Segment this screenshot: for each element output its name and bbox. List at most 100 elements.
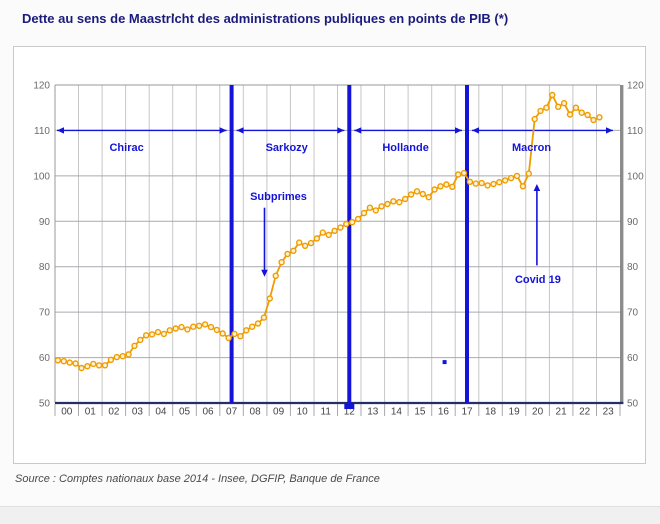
data-point-marker [284,250,291,258]
x-axis-label: 19 [509,407,521,418]
x-axis-label: 18 [485,407,497,418]
data-point-marker [307,239,315,247]
x-axis-label: 05 [179,407,191,418]
arrowhead [533,184,541,191]
data-point-marker [54,357,62,364]
data-point-marker [213,326,221,334]
data-point-marker [366,204,374,211]
data-point-marker [531,115,538,123]
data-point-marker [154,328,162,336]
data-point-marker [584,111,591,119]
data-point-marker [425,193,432,201]
arrowhead [261,269,268,277]
x-axis-label: 11 [321,407,332,418]
data-point-marker [549,91,556,99]
y-axis-label-right: 70 [627,308,639,319]
data-point-marker [490,180,497,188]
y-axis-label-right: 80 [627,262,639,273]
data-point-marker [419,190,426,198]
data-point-marker [131,342,138,349]
data-point-marker [337,224,344,231]
data-point-marker [478,179,485,187]
data-point-marker [60,358,67,365]
y-axis-label-right: 100 [627,171,644,182]
data-point-marker [507,174,515,182]
data-point-marker [431,186,438,193]
x-axis-label: 17 [461,407,473,418]
x-axis-label: 10 [297,407,309,418]
data-point-marker [402,195,409,203]
data-point-marker [207,323,215,331]
data-point-marker [231,330,238,338]
x-axis-label: 03 [132,407,144,418]
data-point-marker [354,215,362,223]
y-axis-label-right: 50 [627,399,639,410]
data-point-marker [84,363,91,370]
data-point-marker [543,104,550,111]
data-point-marker [190,323,197,330]
x-axis-label: 15 [414,407,426,418]
data-point-marker [390,198,397,205]
data-point-marker [472,180,479,187]
data-point-marker [113,353,121,361]
data-point-marker [578,109,585,116]
y-axis-label-right: 60 [627,353,639,364]
data-point-marker [278,258,285,266]
data-point-marker [555,103,562,110]
data-point-marker [219,330,226,337]
footer-divider [0,506,660,507]
data-point-marker [142,332,150,339]
data-point-marker [66,359,73,366]
y-axis-label-right: 120 [627,81,644,92]
x-axis-label: 14 [391,407,403,418]
data-point-marker [178,323,185,331]
x-axis-label: 22 [579,407,591,418]
x-axis-label: 06 [202,407,214,418]
data-point-marker [566,111,574,118]
y-axis-label-left: 60 [39,353,51,364]
stray-blue-dot [442,360,447,365]
y-axis-label-left: 100 [33,171,50,182]
arrowhead [455,127,462,134]
data-point-marker [248,323,256,330]
data-point-marker [449,183,456,191]
data-point-marker [301,242,309,250]
data-point-marker [172,325,179,332]
data-point-marker [184,326,191,333]
data-point-marker [195,322,203,329]
data-point-marker [101,362,109,369]
data-point-marker [513,172,521,180]
data-point-marker [455,171,462,178]
chart-figure: en points de PIB 00010203040506070809101… [13,46,646,464]
y-axis-label-left: 110 [34,126,50,137]
y-axis-label-left: 50 [39,399,51,410]
x-axis-label: 01 [85,407,97,418]
data-point-marker [396,198,403,206]
period-label-chirac: Chirac [109,142,144,155]
source-note: Source : Comptes nationaux base 2014 - I… [15,473,380,485]
data-point-marker [160,330,168,338]
divider-foot [344,403,355,409]
data-point-marker [466,178,474,186]
title-stray-dot [172,14,174,16]
y-axis-label-left: 90 [39,217,51,228]
x-axis-label: 00 [61,407,73,418]
data-point-marker [502,177,509,184]
debt-line-chart: 00 01 02 03 04 05 06 07 08 09 10 11 12 13 14 15 16 17 18 19… [14,47,645,461]
data-point-marker [266,295,274,302]
data-point-marker [201,321,209,328]
x-axis-label: 20 [532,407,544,418]
annotation-subprimes: Subprimes [250,190,307,203]
data-point-marker [384,200,391,208]
x-axis-label: 12 [344,407,356,418]
data-point-marker [525,170,532,177]
x-axis-label: 04 [155,407,167,418]
data-point-marker [572,104,580,111]
data-point-marker [460,169,468,177]
x-axis-label: 08 [250,407,262,418]
data-point-marker [496,178,503,186]
data-point-marker [107,356,115,363]
x-axis-label: 07 [226,407,238,418]
data-point-marker [272,272,279,280]
